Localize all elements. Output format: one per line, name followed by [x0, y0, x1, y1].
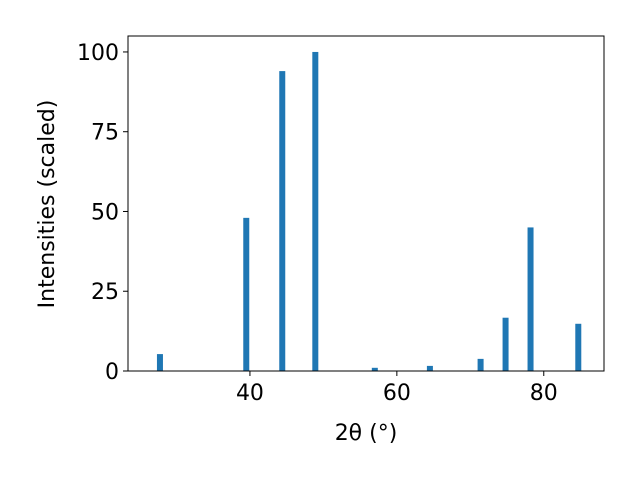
- x-tick-label: 40: [236, 381, 264, 406]
- bar: [312, 51, 319, 371]
- y-axis-label: Intensities (scaled): [35, 100, 60, 309]
- bar: [502, 317, 509, 371]
- x-tick-label: 60: [383, 381, 411, 406]
- bar: [243, 217, 250, 371]
- y-tick-label: 100: [77, 41, 119, 66]
- y-tick-label: 0: [105, 360, 119, 385]
- bar: [527, 227, 534, 371]
- bar: [279, 71, 286, 371]
- plot-frame: [127, 35, 605, 372]
- y-tick-label: 50: [91, 200, 119, 225]
- bar: [426, 365, 433, 371]
- x-tick-label: 80: [530, 381, 558, 406]
- x-axis-label: 2θ (°): [335, 421, 398, 446]
- bar: [477, 358, 484, 371]
- bar: [156, 354, 163, 371]
- y-tick-label: 75: [91, 121, 119, 146]
- bar: [371, 367, 378, 371]
- y-tick-label: 25: [91, 280, 119, 305]
- bar: [575, 323, 582, 371]
